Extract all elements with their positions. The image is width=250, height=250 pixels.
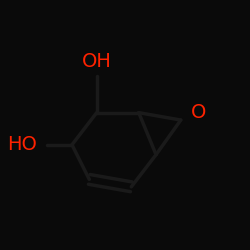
Text: HO: HO <box>8 135 37 154</box>
Text: O: O <box>191 103 206 122</box>
Text: OH: OH <box>82 52 112 70</box>
